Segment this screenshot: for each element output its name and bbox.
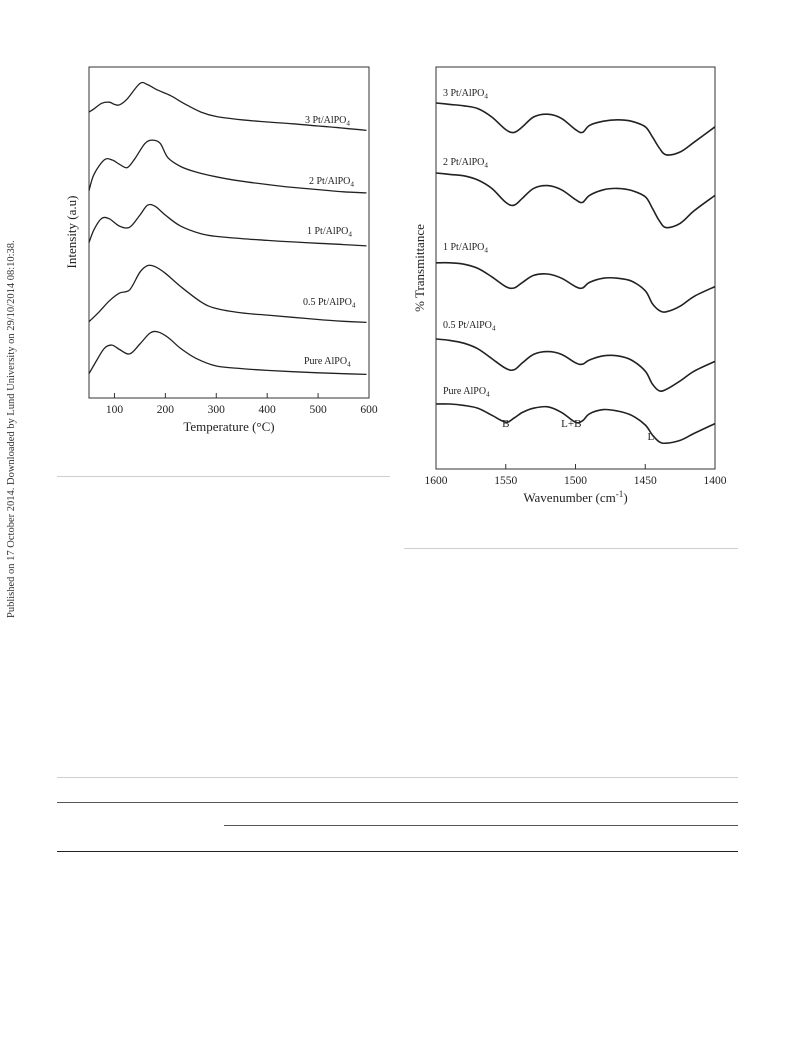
table-body-rule	[57, 851, 738, 852]
ftir-x-tick-label: 1550	[494, 475, 517, 487]
tpd-x-tick-label: 600	[360, 404, 378, 416]
tpd-y-axis-label: Intensity (a.u)	[64, 196, 79, 269]
ftir-series-line-2-pt-alpo4	[435, 172, 716, 229]
ftir-band-annotation-l-b: L+B	[561, 418, 581, 430]
tpd-series-label-3-pt-alpo4: 3 Pt/AlPO4	[305, 115, 350, 128]
table-top-rule	[57, 777, 738, 778]
ftir-series-line-0-5-pt-alpo4	[435, 338, 716, 392]
ftir-y-axis-label: % Transmittance	[412, 224, 427, 312]
tpd-series-label-0-5-pt-alpo4: 0.5 Pt/AlPO4	[303, 297, 356, 310]
ftir-series-line-3-pt-alpo4	[435, 102, 716, 156]
tpd-x-tick-label: 500	[309, 404, 327, 416]
ftir-x-tick-label: 1450	[634, 475, 657, 487]
tpd-x-axis-label: Temperature (°C)	[183, 419, 274, 434]
tpd-x-tick-label: 300	[208, 404, 226, 416]
tpd-series-line-pure-alpo4	[88, 330, 367, 376]
tpd-x-tick-label: 100	[106, 404, 124, 416]
ftir-series-line-1-pt-alpo4	[435, 261, 716, 313]
ftir-band-annotation-l: L	[647, 431, 654, 443]
ftir-series-label-2-pt-alpo4: 2 Pt/AlPO4	[443, 157, 488, 170]
table-header-rule	[57, 802, 738, 803]
ftir-series-label-0-5-pt-alpo4: 0.5 Pt/AlPO4	[443, 320, 496, 333]
ftir-x-axis-label: Wavenumber (cm-1)	[523, 489, 627, 505]
tpd-x-tick-label: 200	[157, 404, 175, 416]
figure1-caption-rule	[57, 476, 390, 477]
tpd-series-label-pure-alpo4: Pure AlPO4	[304, 356, 351, 369]
tpd-series-label-2-pt-alpo4: 2 Pt/AlPO4	[309, 176, 354, 189]
tpd-x-tick-label: 400	[259, 404, 277, 416]
ftir-x-tick-label: 1500	[564, 475, 587, 487]
tpd-series-line-2-pt-alpo4	[88, 139, 367, 194]
tpd-series-line-1-pt-alpo4	[88, 203, 367, 247]
figure2-caption-rule	[404, 548, 738, 549]
tpd-series-line-0-5-pt-alpo4	[88, 264, 367, 324]
ftir-x-tick-label: 1600	[425, 475, 448, 487]
ftir-series-label-1-pt-alpo4: 1 Pt/AlPO4	[443, 242, 488, 255]
ftir-series-label-pure-alpo4: Pure AlPO4	[443, 386, 490, 399]
ftir-series-line-pure-alpo4	[435, 403, 716, 445]
ftir-series-label-3-pt-alpo4: 3 Pt/AlPO4	[443, 88, 488, 101]
ftir-band-annotation-b: B	[502, 418, 509, 430]
tpd-series-label-1-pt-alpo4: 1 Pt/AlPO4	[307, 226, 352, 239]
tpd-series-line-3-pt-alpo4	[88, 81, 367, 132]
tpd-plot-frame	[88, 66, 370, 399]
table-subheader-rule	[224, 825, 738, 826]
ftir-x-tick-label: 1400	[704, 475, 727, 487]
